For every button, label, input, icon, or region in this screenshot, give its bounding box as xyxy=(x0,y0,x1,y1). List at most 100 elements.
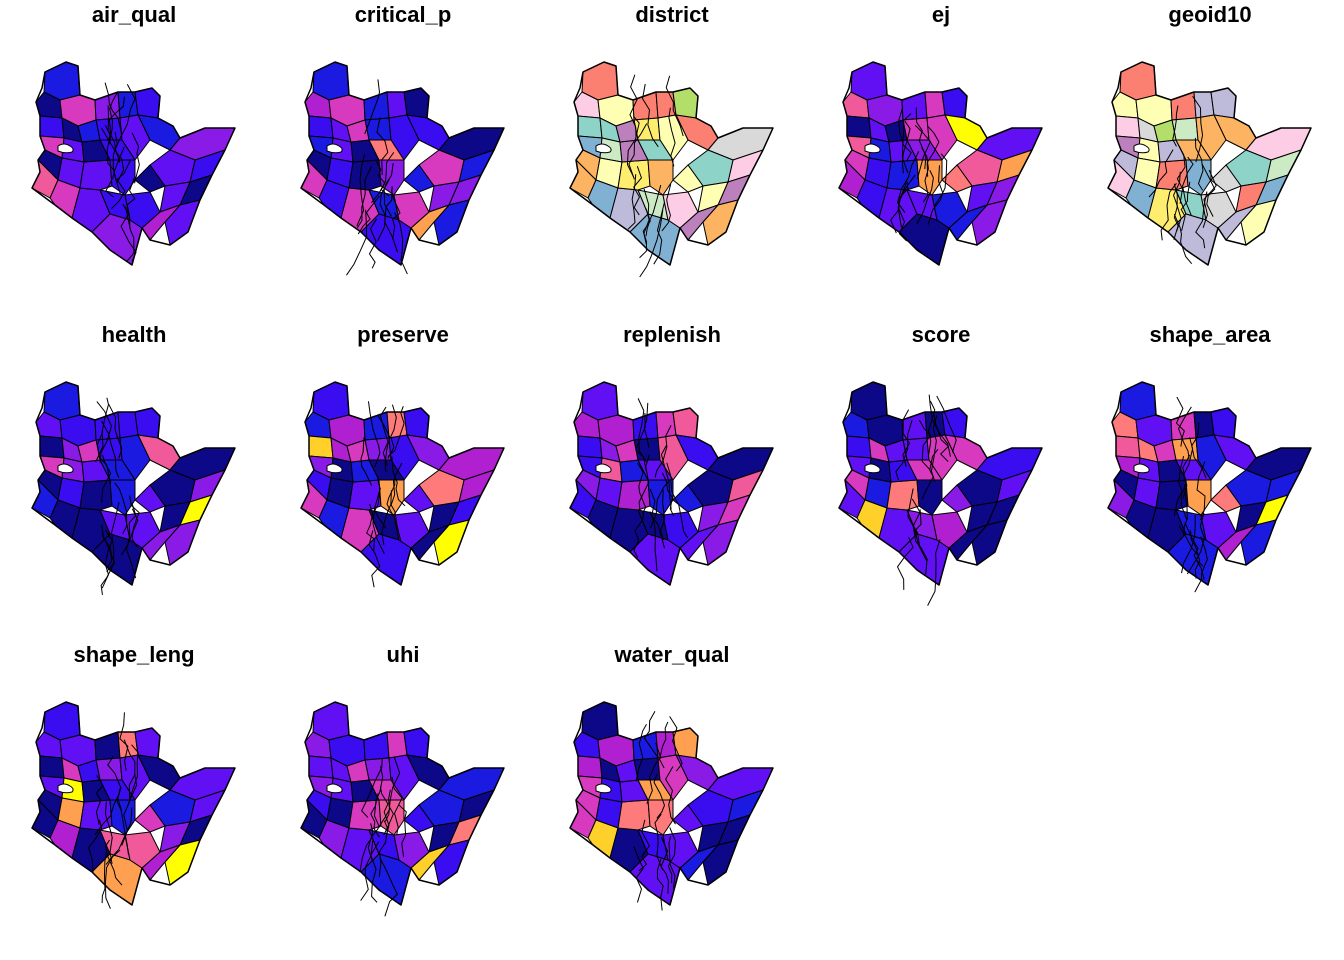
tract-boundary xyxy=(359,823,374,873)
map-region xyxy=(902,437,930,461)
map-region xyxy=(577,435,603,459)
tract-boundary xyxy=(1182,156,1194,216)
tract-boundary xyxy=(1194,536,1208,593)
map-region xyxy=(846,115,872,139)
tract-boundary xyxy=(105,146,125,198)
city-boundary xyxy=(300,701,505,906)
tract-boundary xyxy=(628,123,648,180)
choropleth-map xyxy=(300,61,505,276)
map-region xyxy=(388,754,420,801)
tract-boundary xyxy=(653,773,666,819)
city-boundary xyxy=(569,61,774,266)
tract-boundary xyxy=(1178,525,1200,575)
city-boundary xyxy=(300,61,505,266)
tract-boundary xyxy=(915,107,927,170)
tract-boundary xyxy=(105,807,133,865)
tract-boundary xyxy=(661,184,672,232)
map-region xyxy=(924,91,946,119)
tract-boundary xyxy=(1201,163,1216,217)
tract-boundary xyxy=(916,170,934,224)
tract-boundary xyxy=(1191,422,1207,479)
map-panel-water-qual: water_qual xyxy=(538,640,806,960)
tract-boundary xyxy=(1195,512,1205,567)
city-boundary xyxy=(1107,61,1312,266)
lake-hole xyxy=(326,463,343,474)
map-region xyxy=(119,114,151,161)
map-region xyxy=(393,511,430,549)
map-region xyxy=(386,91,408,119)
map-region xyxy=(941,164,973,193)
tract-boundary xyxy=(129,495,140,548)
tract-boundary xyxy=(638,455,650,511)
tract-boundary xyxy=(669,716,683,772)
lake-hole xyxy=(1133,143,1150,154)
lake-hole xyxy=(326,783,343,794)
map-region xyxy=(1193,411,1215,439)
map-region xyxy=(1185,159,1212,196)
tract-boundary xyxy=(921,147,929,203)
tract-boundary xyxy=(626,116,640,178)
tract-boundary xyxy=(366,503,375,553)
tract-boundary xyxy=(1190,530,1201,579)
tract-boundary xyxy=(131,132,140,184)
choropleth-map xyxy=(1107,381,1312,593)
tract-boundary xyxy=(896,536,914,590)
tract-boundary xyxy=(1202,169,1217,228)
tract-boundary xyxy=(918,419,932,471)
map-region xyxy=(77,119,101,143)
city-boundary xyxy=(31,61,236,266)
tract-boundary xyxy=(372,487,385,554)
tract-boundary xyxy=(633,846,644,903)
tract-boundary xyxy=(101,420,120,478)
panel-title: health xyxy=(101,322,167,347)
map-region xyxy=(39,755,65,779)
tract-boundary xyxy=(658,721,669,769)
tract-boundary xyxy=(111,159,132,209)
tract-boundary xyxy=(398,804,407,857)
tract-boundary xyxy=(88,819,103,874)
tract-boundary xyxy=(379,786,390,838)
tract-boundary xyxy=(123,739,136,800)
map-region xyxy=(637,139,674,161)
map-region xyxy=(615,119,639,143)
tract-boundary xyxy=(356,154,366,227)
map-panel-preserve: preserve xyxy=(269,320,537,640)
tract-boundary xyxy=(933,414,950,463)
choropleth-map xyxy=(31,61,236,266)
tract-boundary xyxy=(384,757,401,822)
tract-boundary xyxy=(346,209,368,276)
map-region xyxy=(79,159,113,191)
tract-boundary xyxy=(914,124,932,179)
tract-boundary xyxy=(1180,181,1191,232)
tract-boundary xyxy=(112,131,121,194)
map-region xyxy=(134,164,166,193)
tract-boundary xyxy=(381,490,392,545)
tract-boundary xyxy=(649,462,673,529)
tract-boundary xyxy=(638,819,650,872)
tract-boundary xyxy=(926,125,940,177)
choropleth-map xyxy=(838,61,1043,266)
tract-boundary xyxy=(665,75,684,137)
map-region xyxy=(117,411,139,439)
city-boundary xyxy=(31,381,236,586)
map-region xyxy=(1115,435,1141,459)
tract-boundary xyxy=(907,488,921,548)
map-panel-uhi: uhi xyxy=(269,640,537,960)
panel-title: ej xyxy=(931,2,951,27)
tract-boundary xyxy=(107,756,123,813)
map-region xyxy=(1200,511,1237,549)
tract-boundary xyxy=(390,189,401,240)
tract-boundary xyxy=(127,744,139,805)
panel-title: replenish xyxy=(623,322,721,347)
map-region xyxy=(886,479,920,511)
tract-boundary xyxy=(898,106,912,161)
tract-boundary xyxy=(1173,213,1193,264)
map-region xyxy=(95,437,123,461)
tract-boundary xyxy=(936,395,957,453)
tract-boundary xyxy=(357,195,380,235)
map-panel-score: score xyxy=(807,320,1075,640)
map-region xyxy=(388,114,420,161)
tract-boundary xyxy=(660,489,666,541)
lake-hole xyxy=(595,783,612,794)
map-region xyxy=(637,779,674,801)
